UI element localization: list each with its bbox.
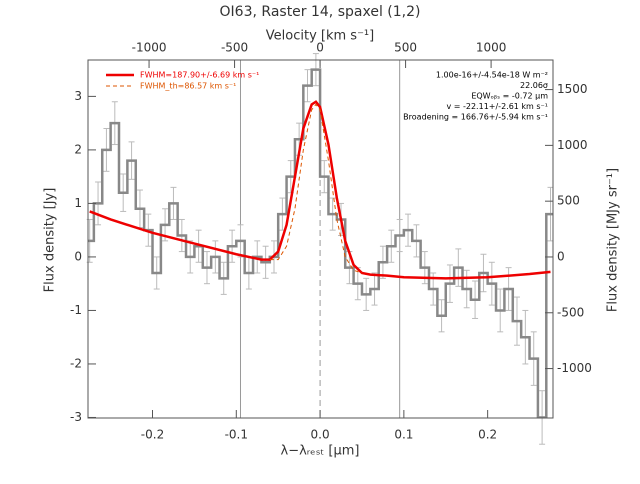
y-axis-label: Flux density [Jy] — [43, 188, 58, 293]
fit-line — [89, 100, 551, 280]
y2-tick-label: 1000 — [557, 138, 588, 152]
spectrum — [88, 68, 553, 418]
fit-line — [269, 103, 363, 274]
x2-axis-label: Velocity [km s⁻¹] — [266, 29, 374, 44]
x2-tick-label: 0 — [316, 41, 324, 55]
annotation: 1.00e-16+/-4.54e-18 W m⁻² — [436, 71, 548, 80]
annotation: 22.06σ — [520, 81, 548, 90]
y-tick-label: -1 — [70, 303, 82, 317]
legend-label: FWHM=187.90+/-6.69 km s⁻¹ — [140, 71, 259, 80]
y-tick-label: -2 — [70, 356, 82, 370]
y-tick-label: 2 — [74, 142, 82, 156]
chart-title: OI63, Raster 14, spaxel (1,2) — [220, 4, 421, 20]
x-tick-label: 0.2 — [478, 428, 497, 442]
legend-label: FWHM_th=86.57 km s⁻¹ — [140, 82, 236, 91]
y2-tick-label: -1000 — [557, 361, 592, 375]
x2-tick-label: -1000 — [132, 41, 167, 55]
y2-tick-label: 500 — [557, 194, 580, 208]
x-tick-label: -0.1 — [225, 428, 248, 442]
y2-tick-label: 0 — [557, 249, 565, 263]
x-tick-label: 0.1 — [394, 428, 413, 442]
y2-axis-label: Flux density [MJy sr⁻¹] — [606, 168, 621, 312]
x2-tick-label: -500 — [221, 41, 248, 55]
y-tick-label: 3 — [74, 89, 82, 103]
x-tick-label: -0.2 — [141, 428, 164, 442]
y-tick-label: 1 — [74, 196, 82, 210]
annotation: v = -22.11+/-2.61 km s⁻¹ — [446, 102, 548, 111]
y-tick-label: -3 — [70, 410, 82, 424]
annotation: EQWₒᵦₛ = -0.72 μm — [471, 92, 548, 101]
x-axis-label: λ−λᵣₑₛₜ [μm] — [281, 444, 360, 459]
y-tick-label: 0 — [74, 249, 82, 263]
y2-tick-label: -500 — [557, 305, 584, 319]
y2-tick-label: 1500 — [557, 82, 588, 96]
x2-tick-label: 1000 — [476, 41, 507, 55]
annotation: Broadening = 166.76+/-5.94 km s⁻¹ — [403, 113, 548, 122]
x-tick-label: 0.0 — [311, 428, 330, 442]
x2-tick-label: 500 — [394, 41, 417, 55]
